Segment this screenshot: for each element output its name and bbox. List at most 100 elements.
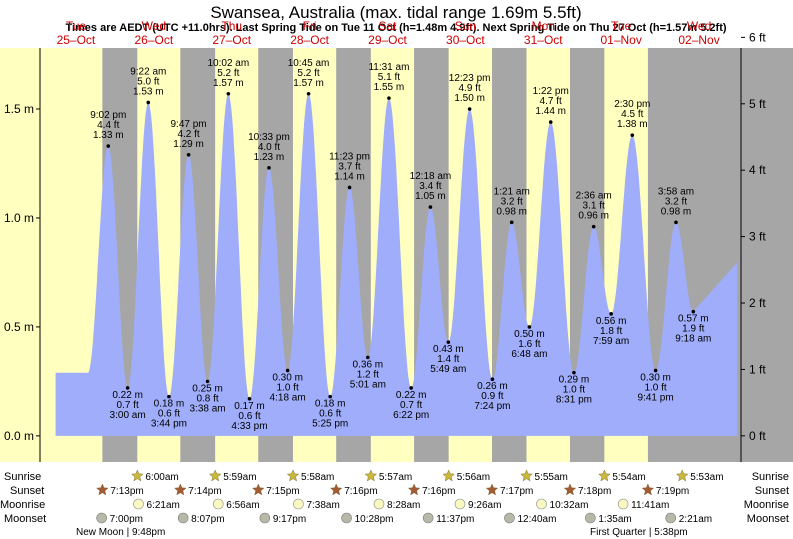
tide-label: 0.7 ft bbox=[400, 400, 422, 411]
tide-label: 0.22 m bbox=[112, 390, 143, 401]
tide-label: 1.2 ft bbox=[357, 369, 379, 380]
tide-label: 0.22 m bbox=[396, 390, 427, 401]
sunrise-icon bbox=[442, 469, 455, 482]
day-name: Sun bbox=[455, 19, 476, 33]
day-date: 30–Oct bbox=[446, 33, 485, 47]
moonset-time: 11:37pm bbox=[436, 514, 474, 525]
chart-title: Swansea, Australia (max. tidal range 1.6… bbox=[210, 3, 581, 22]
day-date: 01–Nov bbox=[600, 33, 641, 47]
tide-point bbox=[267, 166, 271, 170]
tide-label: 1:22 pm bbox=[533, 86, 569, 97]
tide-label: 0.7 ft bbox=[117, 400, 139, 411]
right-margin-night bbox=[741, 48, 793, 462]
moonset-icon bbox=[177, 512, 189, 524]
sunrise-icon bbox=[131, 469, 144, 482]
moonrise-icon bbox=[293, 498, 304, 510]
sunrise-time: 6:00am bbox=[145, 472, 178, 483]
row-label-moonrise: Moonrise bbox=[0, 499, 45, 511]
tide-label: 4.4 ft bbox=[97, 120, 119, 131]
tide-label: 3:44 pm bbox=[151, 419, 187, 430]
tide-label: 11:23 pm bbox=[329, 151, 370, 162]
moonrise-icon bbox=[133, 498, 144, 510]
tide-point bbox=[146, 100, 151, 105]
tide-label: 3:38 am bbox=[189, 403, 225, 414]
tide-point bbox=[609, 312, 613, 316]
tide-label: 5:25 pm bbox=[312, 419, 348, 430]
sunrise-icon bbox=[598, 469, 611, 482]
row-label-moonset-right: Moonset bbox=[747, 513, 789, 525]
tide-label: 0.25 m bbox=[192, 383, 223, 394]
tide-curve bbox=[55, 93, 738, 436]
day-name: Thu bbox=[221, 19, 242, 33]
sunrise-icon bbox=[364, 469, 378, 482]
tide-label: 11:31 am bbox=[368, 62, 409, 73]
tide-label: 0.9 ft bbox=[481, 391, 503, 402]
moonset-icon bbox=[259, 512, 271, 524]
sunset-time: 7:18pm bbox=[578, 486, 611, 497]
tide-label: 1.0 ft bbox=[563, 385, 585, 396]
moonrise-icon bbox=[536, 498, 547, 510]
tide-label: 4:18 am bbox=[270, 392, 306, 403]
moonrise-time: 9:26am bbox=[468, 500, 501, 511]
tide-label: 0.98 m bbox=[496, 206, 527, 217]
right-tick-label: 4 ft bbox=[749, 163, 766, 177]
tide-label: 12:23 pm bbox=[449, 73, 491, 84]
moonset-time: 1:35am bbox=[598, 514, 631, 525]
sunrise-time: 5:56am bbox=[457, 472, 490, 483]
row-label-sunset-right: Sunset bbox=[755, 485, 789, 497]
tide-label: 9:18 am bbox=[675, 334, 711, 345]
moonrise-icon bbox=[454, 498, 466, 510]
tide-label: 1.23 m bbox=[254, 152, 285, 163]
right-tick-label: 1 ft bbox=[749, 362, 766, 376]
tide-point bbox=[409, 386, 413, 390]
tide-label: 0.6 ft bbox=[319, 409, 341, 420]
tide-label: 9:22 am bbox=[130, 66, 166, 77]
tide-point bbox=[548, 120, 553, 124]
sunrise-icon bbox=[520, 469, 533, 482]
tide-labels: 9:02 pm4.4 ft1.33 m0.22 m0.7 ft3:00 am9:… bbox=[90, 58, 711, 432]
moonrise-icon bbox=[212, 498, 224, 510]
tide-label: 12:18 am bbox=[410, 171, 452, 182]
moonset-time: 8:07pm bbox=[191, 514, 224, 525]
tide-label: 0.17 m bbox=[234, 401, 265, 412]
day-name: Mon bbox=[532, 19, 555, 33]
tide-label: 3.7 ft bbox=[338, 161, 360, 172]
sunset-icon bbox=[563, 483, 577, 496]
tide-label: 5.2 ft bbox=[217, 68, 239, 79]
left-tick-label: 0.0 m bbox=[4, 429, 34, 443]
day-name: Tue bbox=[66, 19, 87, 33]
tide-label: 5.1 ft bbox=[378, 72, 400, 83]
sunset-icon bbox=[330, 483, 343, 496]
sunrise-time: 5:55am bbox=[535, 472, 568, 483]
moonrise-time: 8:28am bbox=[387, 500, 420, 511]
tide-label: 5.0 ft bbox=[137, 76, 159, 87]
tide-label: 1.6 ft bbox=[518, 339, 540, 350]
row-label-moonset: Moonset bbox=[4, 513, 46, 525]
tide-point bbox=[591, 224, 596, 229]
left-margin-day bbox=[0, 48, 40, 462]
tide-label: 4.5 ft bbox=[621, 109, 643, 120]
tide-label: 9:02 pm bbox=[90, 110, 126, 121]
tide-label: 4.2 ft bbox=[177, 129, 199, 140]
moonset-time: 2:21am bbox=[679, 514, 712, 525]
tide-point bbox=[446, 340, 451, 344]
tide-label: 5:01 am bbox=[350, 379, 386, 390]
tide-label: 1.9 ft bbox=[682, 324, 704, 335]
tide-label: 4.9 ft bbox=[459, 83, 481, 94]
tide-label: 1.44 m bbox=[535, 106, 566, 117]
axes: 0.0 m 0.5 m 1.0 m 1.5 m 0 ft 1 ft 2 ft 3 ft 4 ft… bbox=[4, 30, 766, 462]
sunrise-time: 5:58am bbox=[301, 472, 334, 483]
sun-moon-table: Sunrise Sunset Moonrise Moonset Sunrise … bbox=[0, 469, 789, 538]
tide-label: 0.50 m bbox=[514, 329, 545, 340]
tide-point bbox=[205, 379, 210, 384]
tide-label: 0.57 m bbox=[678, 314, 709, 325]
right-tick-label: 2 ft bbox=[749, 296, 766, 310]
day-date: 02–Nov bbox=[678, 33, 719, 47]
moonset-icon bbox=[504, 512, 515, 524]
sunrise-time: 5:54am bbox=[612, 472, 645, 483]
sunset-time: 7:16pm bbox=[422, 486, 455, 497]
moonrise-time: 11:41am bbox=[631, 500, 669, 511]
tide-point bbox=[527, 325, 532, 329]
moonset-time: 7:00pm bbox=[110, 514, 143, 525]
moonrise-icon bbox=[617, 498, 629, 510]
